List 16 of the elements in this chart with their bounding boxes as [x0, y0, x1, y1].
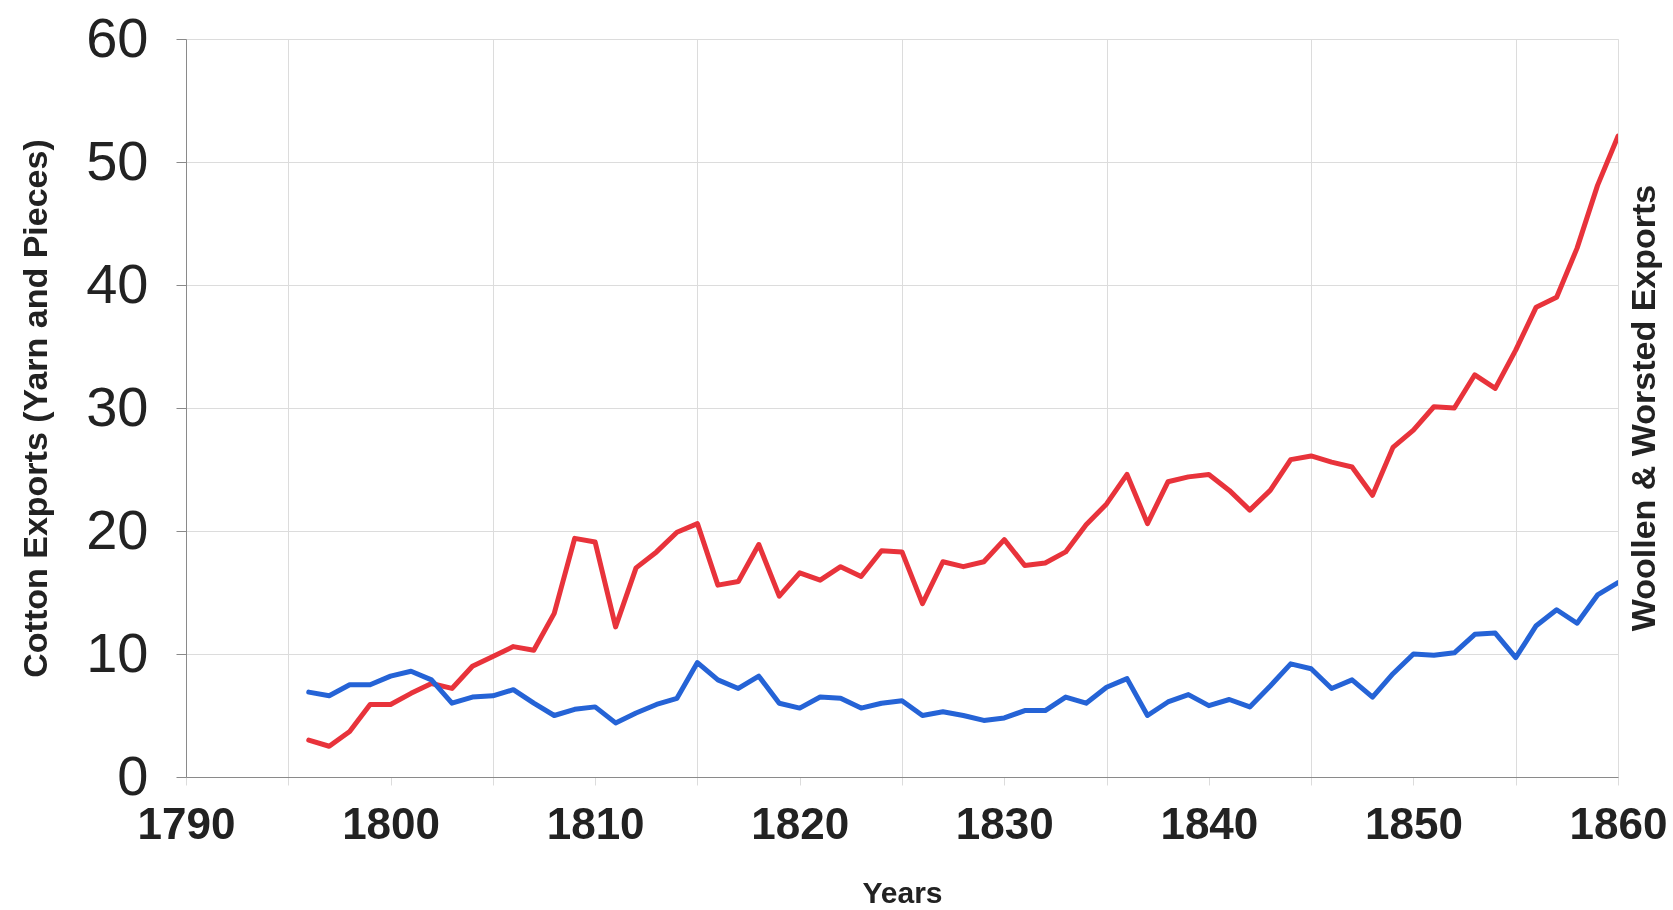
x-tick-label: 1860: [1569, 798, 1668, 848]
y-tick-label: 30: [86, 374, 149, 438]
x-tick-label: 1840: [1160, 798, 1259, 848]
y-tick-label: 20: [86, 497, 149, 561]
x-tick-label: 1850: [1364, 798, 1463, 848]
y-tick-label: 40: [86, 251, 149, 315]
y-tick-label: 10: [86, 620, 149, 684]
x-tick-label: 1800: [342, 798, 441, 848]
y-tick-label: 50: [86, 128, 149, 192]
y-tick-label: 60: [86, 5, 149, 69]
x-tick-label: 1810: [546, 798, 645, 848]
x-axis-title: Years: [862, 875, 943, 909]
y2-axis-title: Woollen & Worsted Exports: [1624, 184, 1662, 632]
y-axis-title: Cotton Exports (Yarn and Pieces): [15, 139, 54, 678]
x-tick-label: 1830: [955, 798, 1054, 848]
x-tick-label: 1820: [751, 798, 850, 848]
